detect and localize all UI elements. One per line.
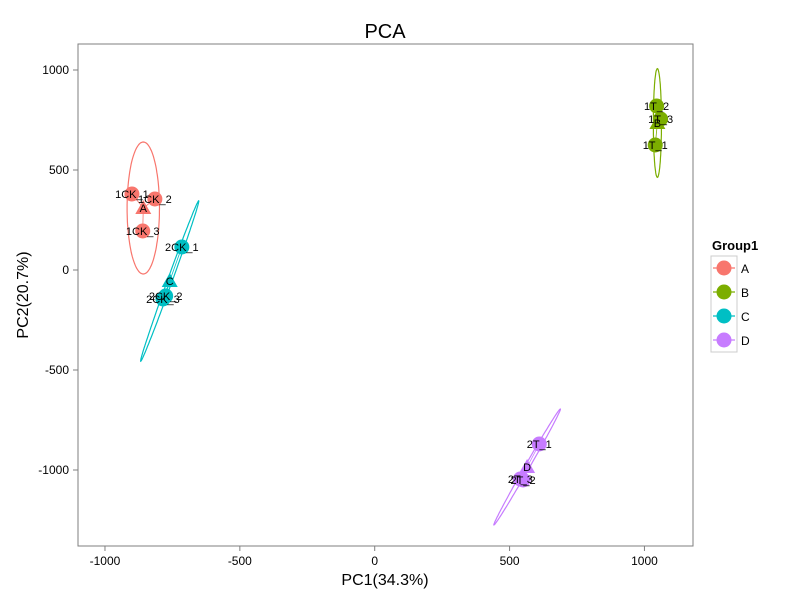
centroid-C [161,273,178,287]
legend-label: B [741,286,749,300]
point-label: 2T_1 [527,439,552,451]
centroid-label: C [166,276,174,288]
point-2CK_1 [174,239,190,255]
legend-key-B [716,284,732,300]
legend-label: C [741,310,750,324]
point-label: 1CK_2 [138,194,172,206]
plot-panel [77,43,694,547]
point-2CK_3 [155,291,171,307]
legend-key-C [716,308,732,324]
y-tick-label: 0 [62,263,69,277]
point-label: 1T_3 [648,114,673,126]
y-tick-label: 500 [49,163,69,177]
point-1T_1 [647,137,663,153]
y-tick-label: -500 [45,363,69,377]
x-tick-label: 0 [371,554,378,568]
x-tick-label: 1000 [631,554,658,568]
x-tick-label: -1000 [90,554,121,568]
legend-key-A [716,260,732,276]
y-axis: -1000 -500 0 500 1000 [38,63,78,477]
point-1CK_3 [135,223,151,239]
centroid-label: B [654,118,661,130]
point-label: 1T_1 [643,140,668,152]
x-tick-label: -500 [228,554,252,568]
point-1T_2 [649,98,665,114]
centroid-label: A [140,203,148,215]
y-axis-label: PC2(20.7%) [15,251,32,338]
point-2T_3 [512,471,528,487]
point-label: 2CK_3 [146,294,180,306]
point-label: 1CK_1 [115,189,149,201]
x-axis: -1000 -500 0 500 1000 [90,546,658,568]
legend-key-D [716,332,732,348]
point-label: 2CK_1 [165,242,199,254]
legend-label: D [741,334,750,348]
ellipse-A [126,141,161,275]
y-tick-label: 1000 [42,63,69,77]
point-label: 2T_3 [508,474,533,486]
y-tick-label: -1000 [38,463,69,477]
point-label: 2T_2 [511,475,536,487]
point-label: 2CK_2 [149,291,183,303]
centroid-D [519,459,536,473]
centroid-A [135,200,152,214]
legend-label: A [741,262,749,276]
point-1CK_2 [147,191,163,207]
point-label: 1CK_3 [126,226,160,238]
ellipse-B [652,67,663,179]
point-label: 1T_2 [644,101,669,113]
point-2T_1 [531,436,547,452]
centroid-label: D [523,462,531,474]
x-tick-label: 500 [500,554,520,568]
chart-title: PCA [364,21,406,43]
x-axis-label: PC1(34.3%) [341,572,428,589]
point-1CK_1 [124,186,140,202]
legend-title: Group1 [712,238,758,253]
point-1T_3 [653,111,669,127]
